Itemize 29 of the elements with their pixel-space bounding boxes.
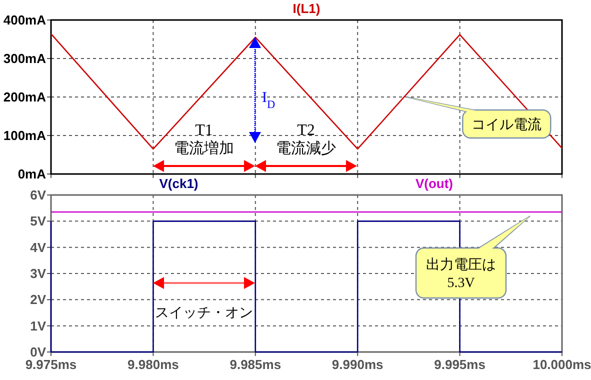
- x-tick-label: 9.975ms: [25, 357, 77, 372]
- y-tick-label: 5V: [30, 214, 46, 229]
- y-tick-label: 0mA: [18, 166, 47, 182]
- y-tick-label: 2V: [30, 292, 46, 308]
- annotation: I$_{D}$: [262, 90, 276, 111]
- annotation: 電流減少: [276, 140, 336, 157]
- y-tick-label: 1V: [30, 318, 46, 334]
- y-tick-label: 3V: [30, 266, 46, 281]
- y-tick-label: 300mA: [3, 51, 47, 66]
- y-tick-label: 6V: [30, 188, 46, 202]
- annotation: コイル電流: [472, 116, 542, 132]
- x-tick-label: 9.990ms: [332, 357, 384, 372]
- x-tick-label: 10.000ms: [532, 357, 591, 372]
- annotation: 電流増加: [174, 140, 234, 157]
- x-tick-label: 9.985ms: [230, 357, 282, 372]
- y-tick-label: 4V: [30, 240, 46, 255]
- annotation: T2: [297, 122, 315, 139]
- annotation: 出力電圧は 5.3V: [426, 256, 496, 291]
- x-tick-label: 9.980ms: [128, 357, 179, 372]
- x-tick-label: 9.995ms: [434, 357, 486, 372]
- y-tick-label: 100mA: [3, 128, 47, 143]
- annotation: T1: [195, 122, 213, 139]
- annotation: スイッチ・オン: [155, 304, 253, 320]
- y-tick-label: 400mA: [3, 12, 47, 28]
- y-tick-label: 200mA: [3, 90, 47, 104]
- text: I(L1): [292, 1, 320, 16]
- text: V(ck1): [159, 176, 198, 191]
- series-label: V(out): [415, 176, 454, 191]
- y-tick-label: 0V: [30, 344, 46, 360]
